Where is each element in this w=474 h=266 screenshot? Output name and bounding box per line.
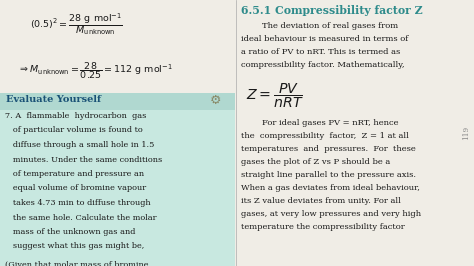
- Text: When a gas deviates from ideal behaviour,: When a gas deviates from ideal behaviour…: [241, 184, 419, 192]
- Text: Evaluate Yourself: Evaluate Yourself: [6, 95, 101, 104]
- Text: gases the plot of Z vs P should be a: gases the plot of Z vs P should be a: [241, 158, 390, 166]
- Text: suggest what this gas might be,: suggest what this gas might be,: [5, 243, 145, 251]
- Text: of particular volume is found to: of particular volume is found to: [5, 127, 143, 135]
- Text: For ideal gases PV = nRT, hence: For ideal gases PV = nRT, hence: [241, 119, 398, 127]
- Text: $\Rightarrow M_{\mathrm{unknown}} = \dfrac{28}{0.25} = 112\ \mathrm{g\ mol}^{-1}: $\Rightarrow M_{\mathrm{unknown}} = \dfr…: [18, 60, 173, 81]
- Text: equal volume of bromine vapour: equal volume of bromine vapour: [5, 185, 146, 193]
- Text: $Z = \dfrac{PV}{nRT}$: $Z = \dfrac{PV}{nRT}$: [246, 82, 303, 110]
- Text: The deviation of real gases from: The deviation of real gases from: [241, 22, 398, 30]
- FancyBboxPatch shape: [0, 93, 235, 110]
- Text: a ratio of PV to nRT. This is termed as: a ratio of PV to nRT. This is termed as: [241, 48, 400, 56]
- Text: 119: 119: [462, 126, 470, 140]
- Text: mass of the unknown gas and: mass of the unknown gas and: [5, 228, 136, 236]
- Text: takes 4.73 min to diffuse through: takes 4.73 min to diffuse through: [5, 199, 151, 207]
- Text: (Given that molar mass of bromine: (Given that molar mass of bromine: [5, 261, 148, 266]
- Text: diffuse through a small hole in 1.5: diffuse through a small hole in 1.5: [5, 141, 155, 149]
- Text: of temperature and pressure an: of temperature and pressure an: [5, 170, 144, 178]
- Text: gases, at very low pressures and very high: gases, at very low pressures and very hi…: [241, 210, 421, 218]
- FancyBboxPatch shape: [0, 93, 235, 266]
- Text: minutes. Under the same conditions: minutes. Under the same conditions: [5, 156, 162, 164]
- Text: compressibility factor. Mathematically,: compressibility factor. Mathematically,: [241, 61, 404, 69]
- Text: 6.5.1 Compressibility factor Z: 6.5.1 Compressibility factor Z: [241, 5, 422, 16]
- Text: the same hole. Calculate the molar: the same hole. Calculate the molar: [5, 214, 156, 222]
- Text: 7. A  flammable  hydrocarbon  gas: 7. A flammable hydrocarbon gas: [5, 112, 146, 120]
- Text: ⚙: ⚙: [210, 94, 221, 107]
- Text: ideal behaviour is measured in terms of: ideal behaviour is measured in terms of: [241, 35, 408, 43]
- Text: straight line parallel to the pressure axis.: straight line parallel to the pressure a…: [241, 171, 416, 179]
- Text: $(0.5)^2 = \dfrac{28\ \mathrm{g\ mol}^{-1}}{M_{\mathrm{unknown}}}$: $(0.5)^2 = \dfrac{28\ \mathrm{g\ mol}^{-…: [30, 12, 123, 38]
- Text: temperatures  and  pressures.  For  these: temperatures and pressures. For these: [241, 145, 415, 153]
- Text: the  compressibility  factor,  Z = 1 at all: the compressibility factor, Z = 1 at all: [241, 132, 409, 140]
- Text: its Z value deviates from unity. For all: its Z value deviates from unity. For all: [241, 197, 401, 205]
- Text: temperature the compressibility factor: temperature the compressibility factor: [241, 223, 404, 231]
